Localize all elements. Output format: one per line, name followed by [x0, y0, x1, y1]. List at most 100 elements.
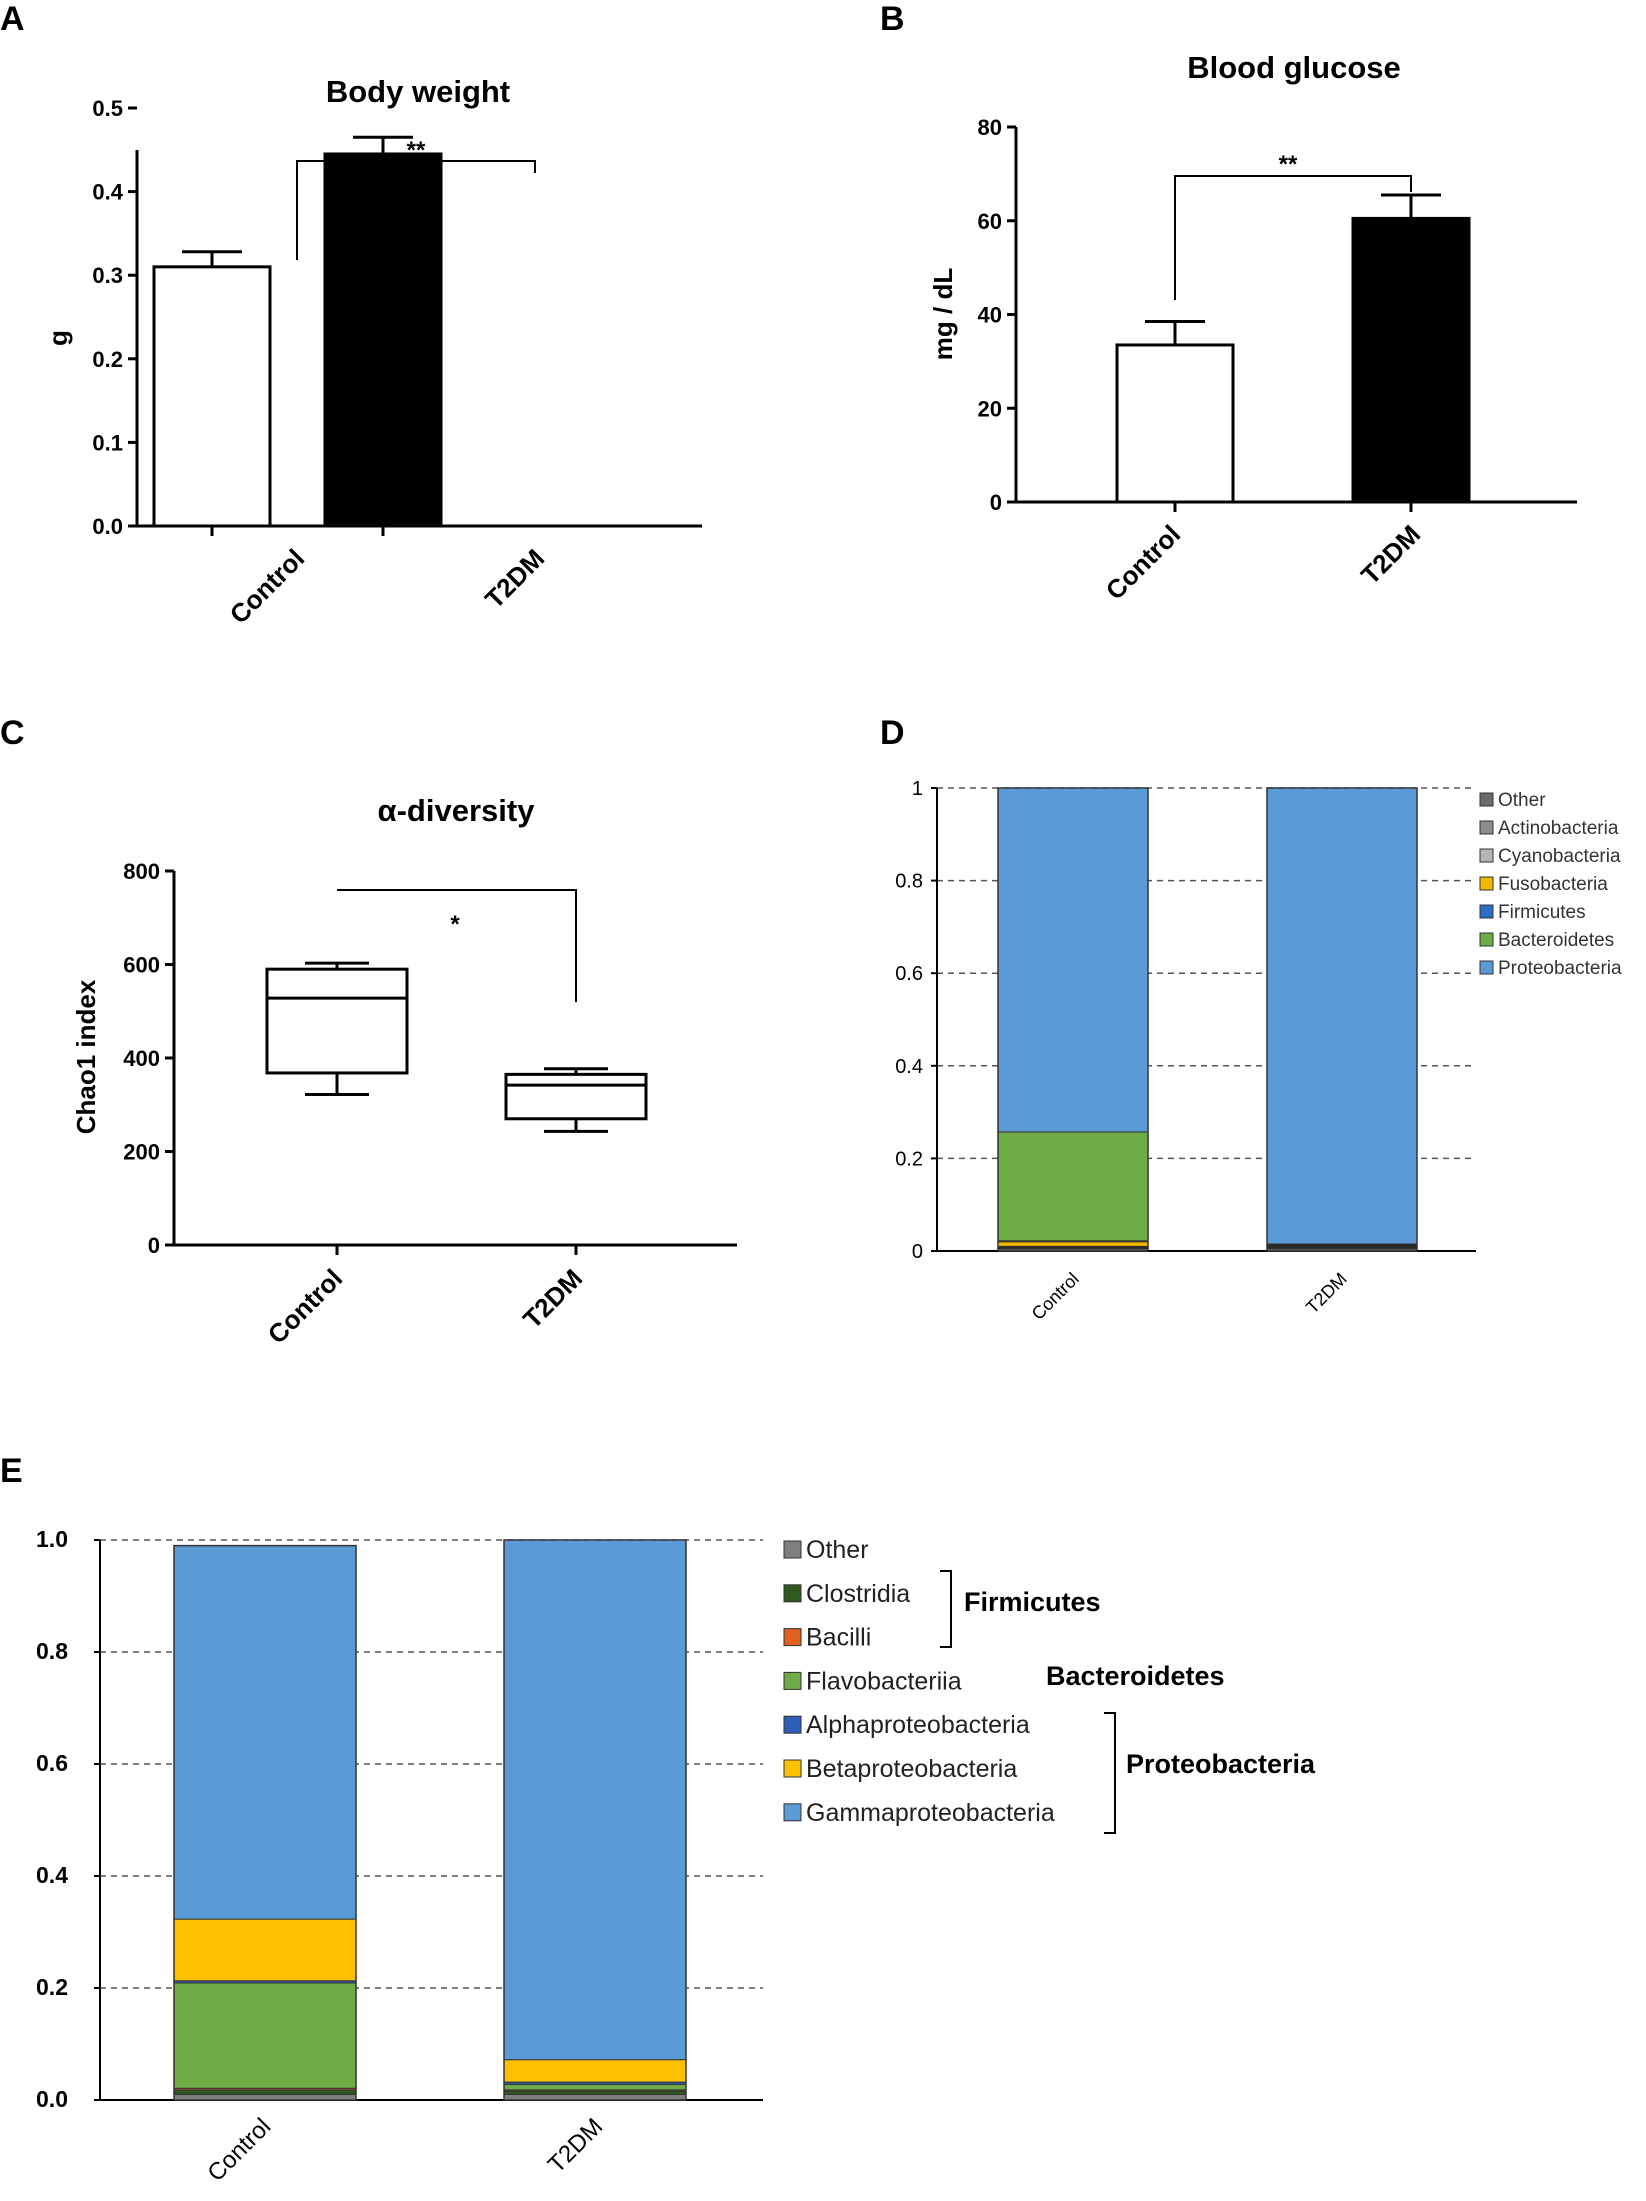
segment-t2dm-gammaproteobacteria: [503, 1539, 687, 2061]
panel-letter-c: C: [0, 714, 25, 752]
y-tick-label: 0.0: [36, 2086, 68, 2112]
box-control: [265, 967, 409, 1075]
stacked-bars-e: [173, 1539, 687, 2101]
legend-label-other: Other: [806, 1536, 869, 1564]
panel-letter-b: B: [880, 0, 905, 38]
group-label-firmicutes: Firmicutes: [964, 1587, 1101, 1617]
y-tick-label: 0.0: [92, 514, 123, 539]
legend-e: Other Clostridia Bacilli Flavobacteriia Alph…: [783, 1536, 1055, 1827]
legend-swatch-gammaproteobacteria: [783, 1803, 802, 1822]
group-label-bacteroidetes: Bacteroidetes: [1046, 1661, 1225, 1691]
segment-control-betaproteobacteria: [173, 1918, 357, 1982]
segment-band-control: [998, 1246, 1148, 1250]
significance-c: *: [450, 911, 460, 938]
group-label-proteobacteria: Proteobacteria: [1126, 1749, 1316, 1779]
x-tick-label-d-t2dm: T2DM: [1302, 1269, 1351, 1318]
legend-label-fusobacteria: Fusobacteria: [1498, 874, 1608, 895]
segment-t2dm-flavobacteriia: [503, 2083, 687, 2091]
significance-a: **: [407, 137, 426, 164]
y-axis-label-b: mg / dL: [928, 268, 958, 361]
y-tick-label: 0: [990, 490, 1002, 515]
error-bars-b: [1145, 193, 1441, 345]
legend-label-alphaproteobacteria: Alphaproteobacteria: [806, 1711, 1030, 1739]
chart-title-c: α-diversity: [378, 793, 536, 828]
y-tick-label: 60: [978, 209, 1002, 234]
legend-swatch-betaproteobacteria: [783, 1759, 802, 1778]
bar-outline-control: [997, 787, 1149, 1252]
y-tick-label: 0.4: [895, 1056, 923, 1078]
y-tick-label: 0.3: [92, 263, 123, 288]
panel-letter-d: D: [880, 714, 905, 752]
x-tick-label-b-control: Control: [1100, 519, 1187, 606]
y-tick-label: 40: [978, 303, 1002, 328]
bar-outline-control: [173, 1544, 357, 2101]
significance-b: **: [1279, 151, 1298, 178]
y-tick-label: 0.8: [895, 871, 923, 893]
x-tick-label-c-control: Control: [262, 1263, 349, 1350]
panel-letter-e: E: [0, 1452, 23, 1490]
x-tick-label-e-control: Control: [202, 2113, 276, 2187]
y-tick-label: 800: [123, 859, 160, 884]
y-tick-label: 0: [912, 1241, 923, 1263]
y-tick-label: 0.2: [895, 1148, 923, 1170]
y-tick-label: 0.4: [36, 1862, 68, 1888]
legend-label-flavobacteriia: Flavobacteriia: [806, 1667, 962, 1695]
error-bars-a: [182, 135, 413, 267]
y-tick-label: 0.2: [36, 1974, 68, 2000]
legend-swatch-alphaproteobacteria: [783, 1715, 802, 1734]
legend-swatch-flavobacteriia: [783, 1671, 802, 1690]
x-tick-label-d-control: Control: [1028, 1269, 1083, 1324]
y-tick-label: 0.6: [895, 963, 923, 985]
y-axis-label-c: Chao1 index: [71, 979, 101, 1134]
legend-swatch-fusobacteria: [1479, 876, 1494, 891]
legend-label-gammaproteobacteria: Gammaproteobacteria: [806, 1799, 1055, 1827]
segment-control-gammaproteobacteria: [173, 1545, 357, 1920]
bar-b-control: [1115, 343, 1235, 504]
chart-title-a: Body weight: [326, 74, 510, 109]
significance-bracket-c: [337, 889, 577, 1002]
bar-a-t2dm: [323, 152, 443, 528]
y-tick-label: 200: [123, 1140, 160, 1165]
panel-c: C α-diversity Chao1 index 0200400600800 …: [0, 714, 737, 1350]
legend-swatch-actinobacteria: [1479, 820, 1494, 835]
legend-swatch-cyanobacteria: [1479, 848, 1494, 863]
y-axis-label-a: g: [43, 330, 73, 346]
bar-a-control: [152, 265, 272, 528]
segment-control-clostridia: [173, 2089, 357, 2095]
y-tick-label: 20: [978, 396, 1002, 421]
segment-control-other: [173, 2093, 357, 2101]
legend-swatch-bacteroidetes: [1479, 932, 1494, 947]
panel-e: E 0.0 0.2 0.4 0.6 0.8 1.0 Control T2DM Other C…: [0, 1452, 1316, 2187]
segment-control-flavobacteriia: [173, 1982, 357, 2089]
box-t2dm: [504, 1072, 648, 1121]
y-tick-label: 0.5: [92, 96, 123, 121]
legend-label-bacilli: Bacilli: [806, 1624, 871, 1652]
legend-d: Other Actinobacteria Cyanobacteria Fusobact…: [1479, 790, 1622, 979]
legend-swatch-clostridia: [783, 1584, 802, 1603]
y-tick-label: 0.6: [36, 1750, 68, 1776]
segment-t2dm-other: [503, 2093, 687, 2101]
panel-b: B Blood glucose mg / dL 0 20 40 60 80 ** Con…: [880, 0, 1577, 606]
bars-b: [1115, 216, 1471, 512]
x-tick-label-a-control: Control: [224, 543, 311, 630]
x-tick-label-a-t2dm: T2DM: [479, 543, 550, 614]
y-tick-label: 1: [912, 778, 923, 800]
significance-bracket-b: [1174, 175, 1412, 300]
bars-a: [152, 152, 443, 536]
y-tick-label: 0: [148, 1233, 160, 1258]
segment-t2dm-clostridia: [503, 2090, 687, 2095]
y-ticks-c: 0 200 400 600 800: [123, 859, 174, 1258]
segment-t2dm-proteobacteria: [1266, 787, 1418, 1245]
legend-swatch-proteobacteria: [1479, 960, 1494, 975]
y-tick-label: 0.8: [36, 1638, 68, 1664]
segment-control-fusobacteria: [997, 1241, 1149, 1247]
segment-band-t2dm: [1267, 1243, 1417, 1250]
legend-label-other: Other: [1498, 790, 1546, 811]
legend-label-bacteroidetes: Bacteroidetes: [1498, 930, 1614, 951]
y-tick-label: 0.4: [92, 180, 123, 205]
legend-label-clostridia: Clostridia: [806, 1580, 910, 1608]
bar-b-t2dm: [1351, 216, 1471, 504]
panel-a: A Body weight g 0.0 0.1 0.2 0.3 0.4 0.5 ** Co…: [0, 0, 702, 630]
significance-bracket-a: [296, 160, 536, 260]
